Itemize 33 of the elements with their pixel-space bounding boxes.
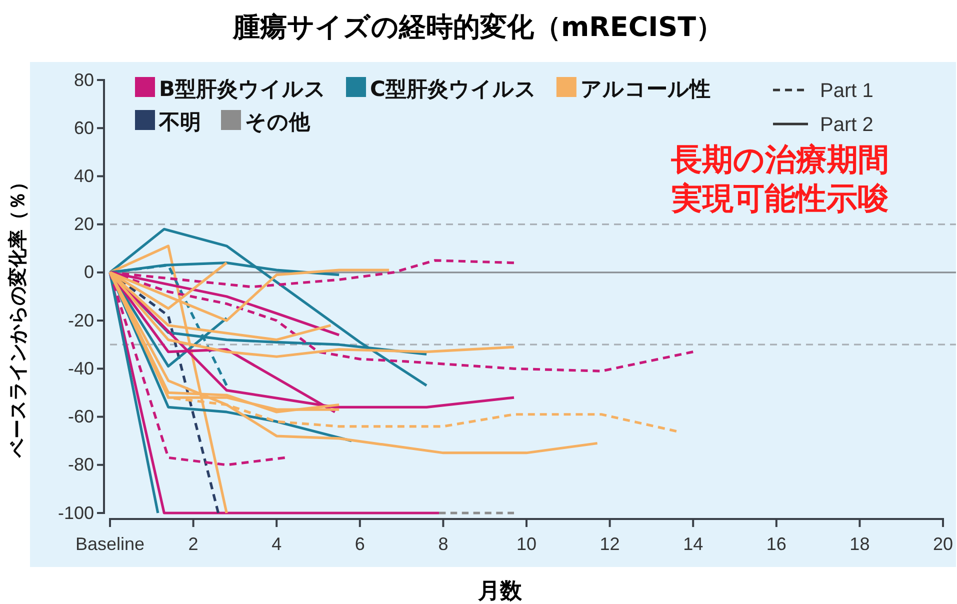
x-tick-label: Baseline (75, 534, 145, 554)
x-tick-label: 20 (932, 534, 954, 554)
x-tick-label: 16 (766, 534, 786, 554)
y-tick-label: 80 (74, 70, 94, 90)
legend-label: アルコール性 (580, 77, 710, 101)
legend-label: Part 2 (820, 114, 874, 136)
chart-title: 腫瘍サイズの経時的変化（mRECIST） (232, 12, 724, 43)
legend-label: Part 1 (820, 80, 874, 102)
x-tick-label: 2 (188, 534, 198, 554)
legend-label: その他 (245, 110, 311, 134)
x-tick-label: 6 (354, 534, 365, 554)
y-tick-label: 40 (74, 166, 94, 186)
y-tick-label: -100 (58, 502, 94, 523)
annotation: 長期の治療期間 (670, 142, 889, 178)
x-tick-label: 10 (516, 534, 537, 554)
y-tick-label: -40 (68, 358, 94, 378)
y-tick-label: 20 (74, 214, 94, 234)
x-tick-label: 4 (272, 534, 282, 554)
y-tick-label: 0 (84, 262, 94, 282)
x-tick-label: 8 (438, 534, 448, 554)
annotation: 実現可能性示唆 (670, 181, 888, 217)
y-tick-label: 60 (74, 118, 94, 138)
x-tick-label: 12 (600, 534, 620, 554)
x-tick-label: 18 (850, 534, 870, 554)
y-tick-label: -80 (68, 454, 94, 475)
legend-label: B型肝炎ウイルス (159, 77, 326, 101)
y-tick-label: -60 (68, 406, 94, 427)
legend-label: 不明 (158, 110, 201, 134)
legend-label: C型肝炎ウイルス (370, 77, 536, 101)
x-tick-label: 14 (683, 534, 704, 554)
y-tick-label: -20 (68, 310, 94, 330)
x-axis-title: 月数 (477, 579, 523, 604)
y-axis-title: ベースラインからの変化率（％） (7, 172, 29, 458)
